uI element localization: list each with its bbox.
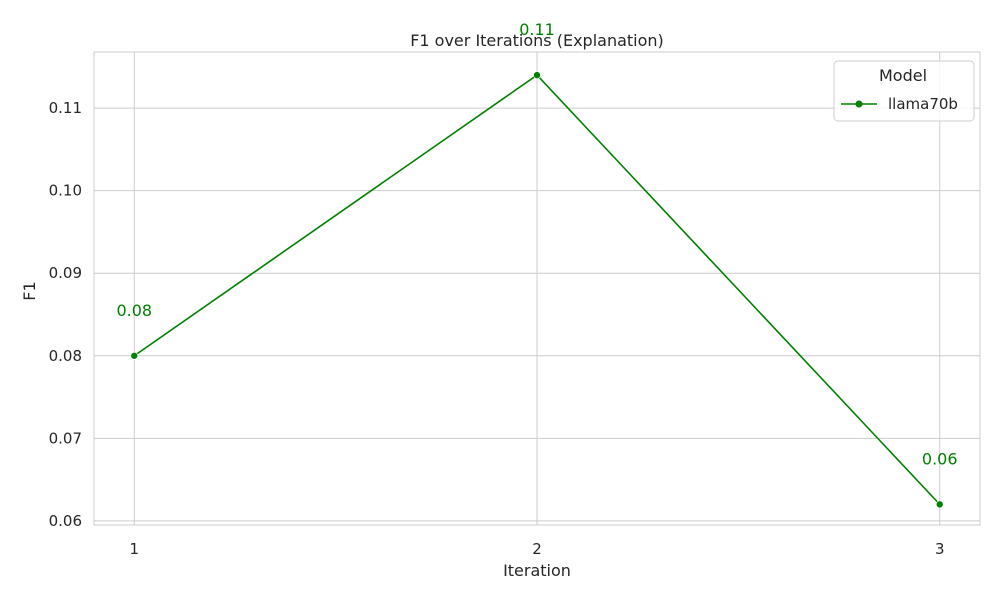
tick-labels: 0.06 0.07 0.08 0.09 0.10 0.11 1 2 3	[49, 99, 945, 558]
y-tick-label: 0.08	[49, 347, 82, 365]
data-label: 0.06	[922, 449, 958, 468]
legend: Model llama70b	[833, 60, 975, 122]
data-label: 0.11	[519, 20, 555, 39]
plot-frame	[93, 51, 981, 526]
data-point	[935, 500, 944, 509]
data-label: 0.08	[116, 301, 152, 320]
y-tick-label: 0.06	[49, 512, 82, 530]
chart-title: F1 over Iterations (Explanation)	[410, 31, 664, 50]
y-axis-label: F1	[20, 281, 39, 300]
x-tick-label: 1	[129, 540, 139, 558]
grid	[94, 52, 980, 525]
legend-point-marker	[855, 100, 863, 108]
y-tick-label: 0.11	[49, 99, 82, 117]
legend-title: Model	[879, 66, 927, 85]
series-layer: 0.08 0.11 0.06	[116, 20, 958, 509]
legend-box	[833, 60, 975, 122]
data-point	[130, 351, 139, 360]
x-tick-label: 3	[935, 540, 945, 558]
x-axis-label: Iteration	[503, 561, 571, 580]
y-tick-label: 0.09	[49, 264, 82, 282]
legend-entry-label: llama70b	[888, 95, 958, 113]
x-tick-label: 2	[532, 540, 542, 558]
y-tick-label: 0.10	[49, 182, 82, 200]
data-point	[533, 71, 541, 79]
y-tick-label: 0.07	[49, 429, 82, 447]
